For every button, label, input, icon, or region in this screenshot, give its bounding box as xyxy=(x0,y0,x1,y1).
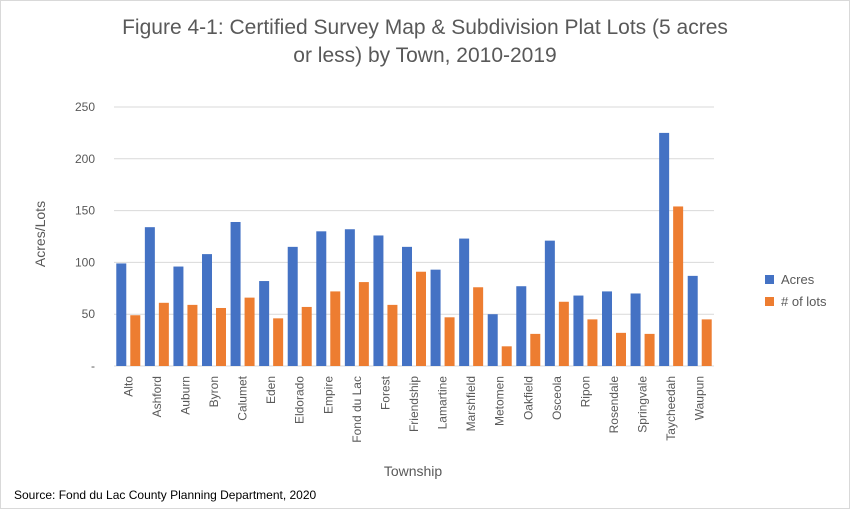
bar-acres xyxy=(402,246,412,366)
x-tick-label: Taycheedah xyxy=(664,376,678,441)
bar-lots xyxy=(701,319,712,366)
y-axis-ticks: - 50 100 150 200 250 xyxy=(75,100,95,373)
y-tick-label: - xyxy=(91,359,95,373)
bar-acres xyxy=(230,221,241,366)
x-tick-label: Ripon xyxy=(578,376,592,407)
bar-acres xyxy=(602,291,612,366)
bar-lots xyxy=(301,306,312,366)
y-tick-label: 50 xyxy=(82,307,96,321)
bar-acres xyxy=(687,275,698,366)
x-tick-label: Marshfield xyxy=(464,376,478,431)
y-tick-label: 250 xyxy=(75,100,95,114)
bar-lots xyxy=(216,307,226,366)
bar-acres xyxy=(430,269,441,366)
bar-acres xyxy=(630,293,641,366)
legend-item-acres: Acres xyxy=(765,268,827,290)
legend: Acres # of lots xyxy=(765,268,827,312)
x-tick-label: Fond du Lac xyxy=(350,376,364,443)
bar-acres xyxy=(316,231,327,366)
x-tick-label: Auburn xyxy=(178,376,192,415)
x-axis-label: Township xyxy=(383,463,443,479)
bars xyxy=(116,132,712,366)
source-note: Source: Fond du Lac County Planning Depa… xyxy=(14,488,317,502)
bar-acres xyxy=(544,240,555,366)
legend-item-lots: # of lots xyxy=(765,290,827,312)
x-axis-ticks: Alto Ashford Auburn Byron Calumet Eden Eldorad… xyxy=(121,375,706,442)
x-tick-label: Empire xyxy=(321,376,335,414)
legend-swatch-acres xyxy=(765,274,774,284)
bar-lots xyxy=(330,291,341,366)
bar-lots xyxy=(558,301,569,366)
bar-lots xyxy=(187,304,198,366)
x-tick-label: Ashford xyxy=(150,376,164,417)
bar-lots xyxy=(387,304,398,366)
x-tick-label: Forest xyxy=(378,375,392,410)
legend-label-lots: # of lots xyxy=(781,293,827,309)
chart-title-line-2: or less) by Town, 2010-2019 xyxy=(293,44,557,67)
bar-acres xyxy=(173,266,184,366)
bar-lots xyxy=(616,332,626,366)
y-tick-label: 100 xyxy=(75,255,95,269)
bar-lots xyxy=(444,317,455,366)
x-tick-label: Eden xyxy=(264,376,278,404)
chart-title: Figure 4-1: Certified Survey Map & Subdi… xyxy=(0,14,850,70)
x-tick-label: Alto xyxy=(121,376,135,397)
bar-lots xyxy=(273,318,284,366)
x-tick-label: Rosendale xyxy=(607,376,621,434)
bar-lots xyxy=(530,333,541,366)
y-tick-label: 150 xyxy=(75,204,95,218)
bar-acres xyxy=(344,229,355,366)
bar-acres xyxy=(202,254,212,366)
x-tick-label: Lamartine xyxy=(436,376,450,430)
bar-acres xyxy=(659,132,670,366)
x-tick-label: Springvale xyxy=(636,376,650,433)
bar-acres xyxy=(573,295,584,366)
bar-acres xyxy=(373,235,384,366)
bar-acres xyxy=(144,227,155,366)
bar-acres xyxy=(459,238,470,366)
bar-lots xyxy=(673,206,684,366)
x-tick-label: Waupun xyxy=(693,376,707,420)
bar-lots xyxy=(644,333,655,366)
bar-acres xyxy=(516,286,527,366)
gridlines xyxy=(114,106,714,367)
bar-lots xyxy=(587,319,598,366)
bar-lots xyxy=(158,302,169,366)
bar-acres xyxy=(259,281,270,366)
legend-label-acres: Acres xyxy=(781,271,815,287)
bar-lots xyxy=(416,271,426,366)
bar-lots xyxy=(473,287,484,366)
bar-acres xyxy=(287,246,298,366)
bar-acres xyxy=(487,314,498,366)
x-tick-label: Calumet xyxy=(236,375,250,420)
x-tick-label: Osceola xyxy=(550,376,564,420)
legend-swatch-lots xyxy=(765,296,774,306)
x-tick-label: Metomen xyxy=(493,376,507,426)
x-tick-label: Eldorado xyxy=(293,376,307,424)
bar-lots xyxy=(501,346,512,366)
x-tick-label: Friendship xyxy=(407,376,421,432)
x-tick-label: Oakfield xyxy=(521,376,535,420)
bar-lots xyxy=(358,282,369,366)
chart-title-line-1: Figure 4-1: Certified Survey Map & Subdi… xyxy=(122,16,728,39)
bar-acres xyxy=(116,263,127,366)
bar-lots xyxy=(244,297,255,366)
x-tick-label: Byron xyxy=(207,376,221,407)
bar-lots xyxy=(130,315,141,366)
y-tick-label: 200 xyxy=(75,152,95,166)
